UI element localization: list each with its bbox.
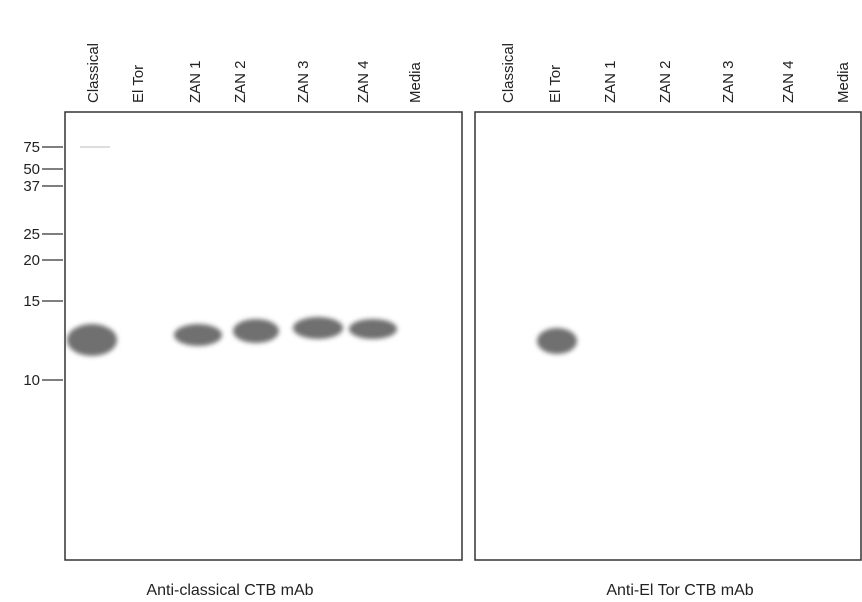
lane-label: ZAN 1	[602, 60, 619, 103]
marker-label: 10	[23, 372, 40, 389]
marker-label: 75	[23, 139, 40, 156]
lane-label: ZAN 4	[780, 60, 797, 103]
marker-label: 20	[23, 252, 40, 269]
band	[293, 317, 343, 339]
blot-figure: Anti-classical CTB mAb Anti-El Tor CTB m…	[0, 0, 862, 602]
lane-label: Classical	[85, 43, 102, 103]
lane-label: ZAN 2	[232, 60, 249, 103]
band	[537, 328, 577, 354]
lane-label: Media	[835, 61, 852, 103]
blot-panel	[475, 112, 861, 560]
lane-label: ZAN 2	[657, 60, 674, 103]
band	[174, 324, 222, 346]
panel-caption: Anti-classical CTB mAb	[146, 582, 313, 599]
lane-label: El Tor	[130, 65, 147, 103]
lane-label: Classical	[500, 43, 517, 103]
marker-label: 15	[23, 293, 40, 310]
marker-label: 50	[23, 161, 40, 178]
lane-label: ZAN 3	[720, 60, 737, 103]
marker-label: 25	[23, 226, 40, 243]
panel-caption: Anti-El Tor CTB mAb	[606, 582, 753, 599]
band	[67, 324, 117, 356]
band	[349, 319, 397, 339]
lane-label: El Tor	[547, 65, 564, 103]
lane-label: ZAN 4	[355, 60, 372, 103]
band	[233, 319, 279, 343]
lane-label: ZAN 3	[295, 60, 312, 103]
lane-label: ZAN 1	[187, 60, 204, 103]
marker-label: 37	[23, 178, 40, 195]
lane-label: Media	[407, 61, 424, 103]
